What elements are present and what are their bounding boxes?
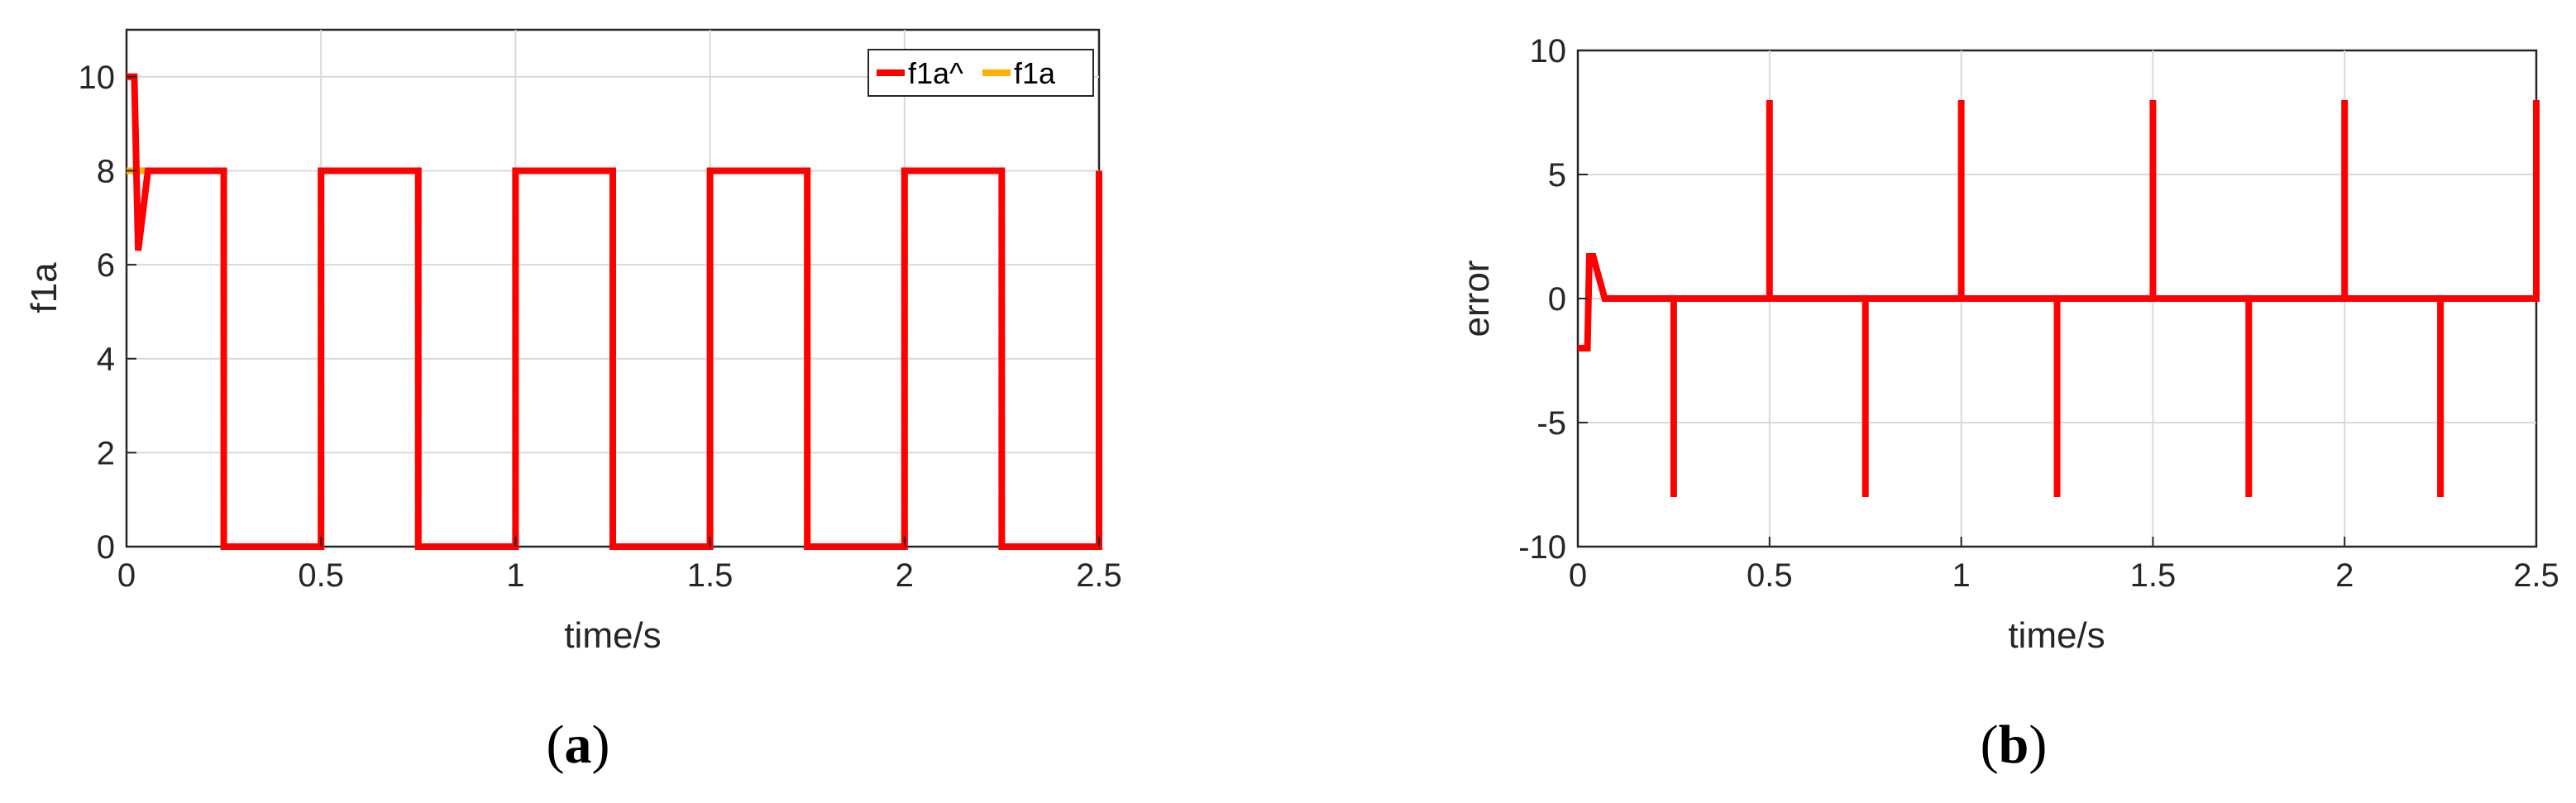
- x-axis-label-a: time/s: [564, 615, 661, 656]
- x-tick-label: 1: [1952, 557, 1970, 594]
- y-tick-label: 2: [97, 435, 115, 471]
- x-tick-label: 0: [117, 557, 136, 594]
- caption-b: (b): [1981, 715, 2048, 775]
- legend-label-f1a: f1a: [1014, 56, 1056, 90]
- y-tick-label: 0: [97, 529, 115, 566]
- x-tick-label: 0.5: [298, 557, 344, 594]
- x-axis-label-b: time/s: [2008, 615, 2105, 656]
- x-tick-label: 0.5: [1747, 557, 1793, 594]
- legend-box-a: [867, 49, 1094, 97]
- y-tick-label: 10: [1530, 33, 1567, 69]
- caption-a: (a): [547, 715, 610, 775]
- legend-label-f1a-hat: f1a^: [908, 56, 963, 90]
- ticks-b: 0 0.5 1 1.5 2 2.5 -10 -5 0 5 10: [1518, 33, 2559, 594]
- y-tick-label: 8: [97, 153, 115, 189]
- chart-b: 0 0.5 1 1.5 2 2.5 -10 -5 0 5 10 time/s error (b): [1456, 33, 2559, 775]
- legend-a: f1a^ f1a: [867, 49, 1094, 97]
- ticks-a: 0 0.5 1 1.5 2 2.5 0 2 4 6 8 10: [79, 60, 1122, 594]
- series-group-b: [1578, 100, 2540, 497]
- x-tick-label: 1.5: [2130, 557, 2177, 594]
- y-tick-label: 5: [1548, 157, 1566, 194]
- x-tick-label: 2.5: [2513, 557, 2559, 594]
- x-tick-label: 1.5: [687, 557, 734, 594]
- y-tick-label: 0: [1548, 281, 1566, 318]
- y-tick-label: 4: [97, 342, 115, 378]
- y-tick-label: -5: [1537, 405, 1566, 442]
- x-tick-label: 0: [1569, 557, 1587, 594]
- series-group-a: [127, 73, 1102, 550]
- x-tick-label: 2.5: [1076, 557, 1122, 594]
- x-tick-label: 1: [506, 557, 524, 594]
- y-tick-label: 10: [79, 60, 116, 96]
- y-axis-label-b: error: [1456, 260, 1497, 337]
- series-line-b-0: [1578, 100, 2540, 497]
- x-tick-label: 2: [2335, 557, 2354, 594]
- series-line-f1a-: [127, 73, 1102, 550]
- x-tick-label: 2: [896, 557, 914, 594]
- y-tick-label: 6: [97, 247, 115, 284]
- y-tick-label: -10: [1518, 529, 1566, 566]
- y-axis-label-a: f1a: [24, 262, 65, 313]
